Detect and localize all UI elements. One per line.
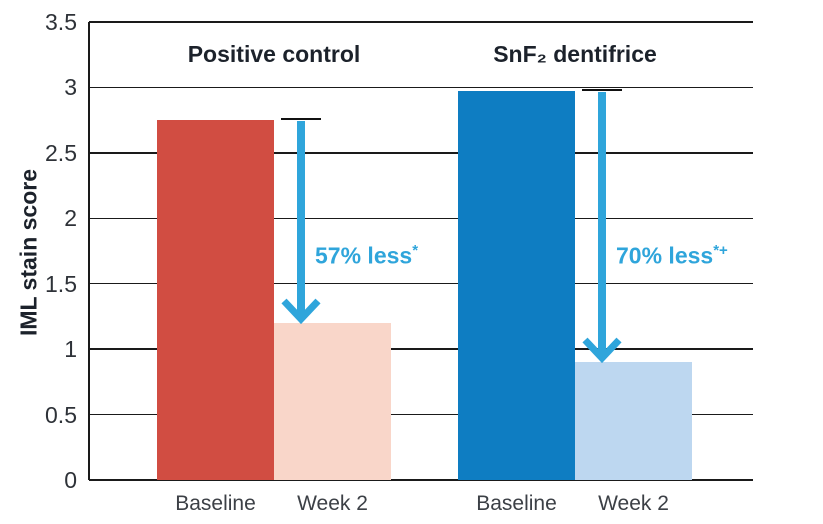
y-axis-line xyxy=(88,22,90,480)
y-tick-label: 1 xyxy=(64,336,77,363)
gridline xyxy=(89,348,753,350)
y-tick-label: 2.5 xyxy=(45,139,77,166)
bar-snf2-week2 xyxy=(575,362,692,480)
reduction-label: 57% less* xyxy=(315,238,418,269)
y-tick-label: 3 xyxy=(64,74,77,101)
y-tick-label: 2 xyxy=(64,205,77,232)
gridline xyxy=(89,479,753,481)
baseline-level-tick xyxy=(281,118,321,121)
gridline xyxy=(89,413,753,416)
gridline xyxy=(89,21,753,23)
gridline xyxy=(89,217,753,220)
bar-control-baseline xyxy=(157,120,274,480)
bar-control-week2 xyxy=(274,323,391,480)
gridline xyxy=(89,86,753,89)
x-axis-category-label: Baseline xyxy=(175,492,256,515)
bar-snf2-baseline xyxy=(458,91,575,480)
y-axis-title: IML stain score xyxy=(15,168,42,337)
y-tick-label: 0 xyxy=(64,467,77,493)
x-axis-category-label: Baseline xyxy=(476,492,557,515)
x-axis-category-label: Week 2 xyxy=(297,492,368,515)
y-tick-label: 1.5 xyxy=(45,270,77,297)
reduction-label-footnote-marker: *+ xyxy=(713,242,728,259)
x-axis-category-label: Week 2 xyxy=(598,492,669,515)
gridline xyxy=(89,152,753,154)
gridline xyxy=(89,282,753,285)
reduction-arrow-icon xyxy=(582,92,622,364)
baseline-level-tick xyxy=(582,89,622,92)
y-tick-label: 0.5 xyxy=(45,401,77,428)
reduction-label-footnote-marker: * xyxy=(412,242,419,259)
reduction-label-text: 57% less xyxy=(315,242,413,269)
reduction-label: 70% less*+ xyxy=(616,238,728,269)
y-tick-label: 3.5 xyxy=(45,9,77,35)
reduction-arrow-icon xyxy=(281,121,321,325)
group-title: SnF₂ dentifrice xyxy=(493,41,657,67)
group-title: Positive control xyxy=(187,41,361,67)
reduction-label-text: 70% less xyxy=(616,242,714,269)
